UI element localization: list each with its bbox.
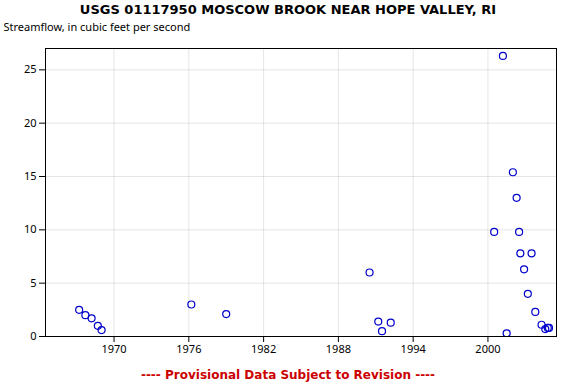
svg-text:1970: 1970 — [101, 341, 126, 356]
svg-text:5: 5 — [30, 275, 36, 290]
svg-text:1982: 1982 — [251, 341, 276, 356]
svg-text:10: 10 — [24, 221, 37, 236]
svg-text:Streamflow, in cubic feet per: Streamflow, in cubic feet per second — [4, 20, 191, 34]
svg-text:1994: 1994 — [401, 341, 427, 356]
html-text:---- Provisional Data Subject: ---- Provisional Data Subject to Revisio… — [140, 368, 436, 382]
svg-text:1988: 1988 — [326, 341, 351, 356]
svg-text:20: 20 — [24, 115, 37, 130]
svg-text:2000: 2000 — [475, 341, 500, 356]
html-text:USGS 01117950 MOSCOW BROOK NEA: USGS 01117950 MOSCOW BROOK NEAR HOPE VAL… — [79, 2, 497, 17]
svg-text:25: 25 — [24, 61, 37, 76]
svg-text:1976: 1976 — [176, 341, 201, 356]
svg-text:0: 0 — [30, 328, 36, 343]
svg-text:15: 15 — [24, 168, 37, 183]
